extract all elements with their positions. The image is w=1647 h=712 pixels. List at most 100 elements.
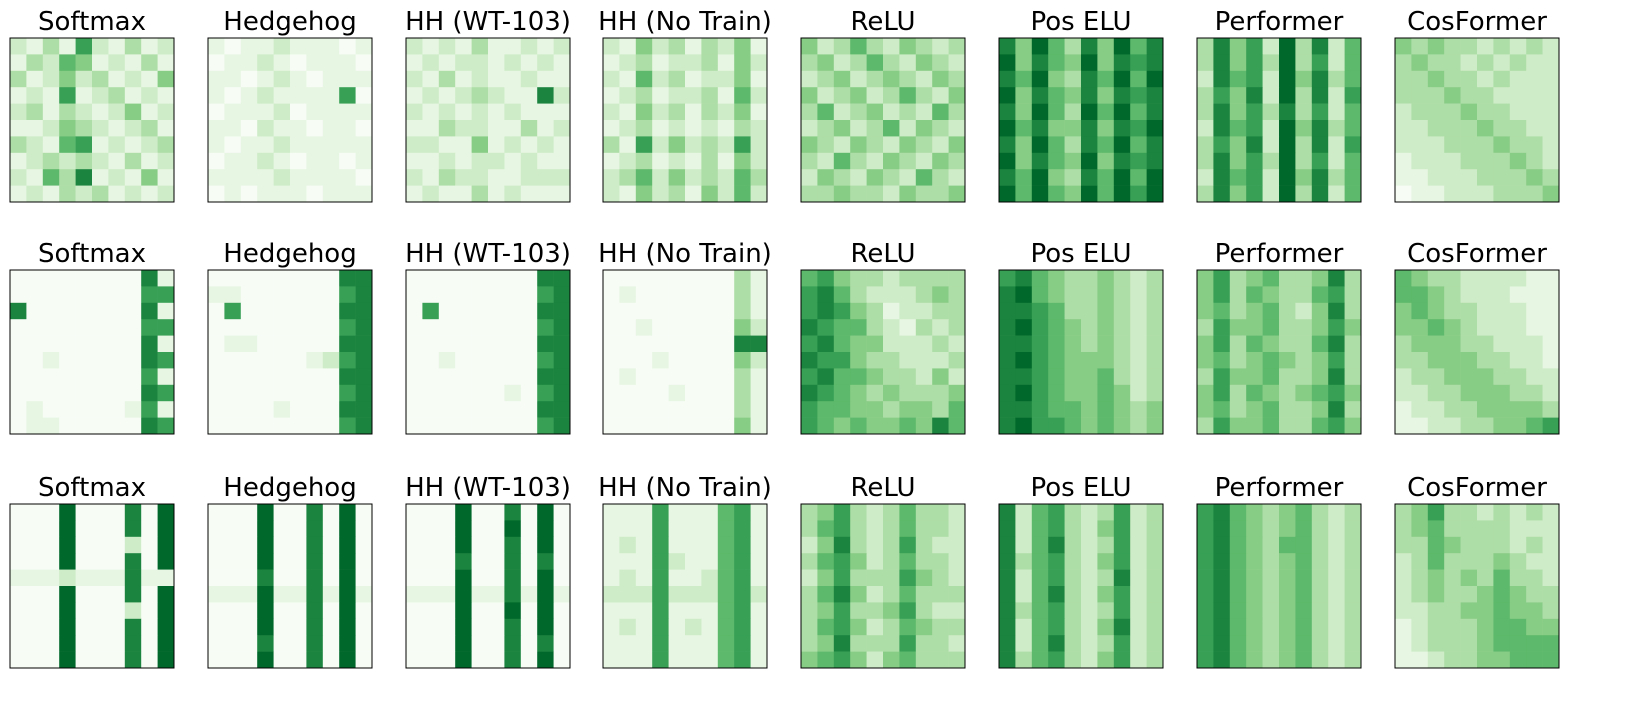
- heatmap-cell: [1493, 635, 1511, 652]
- heatmap-cell: [1395, 651, 1412, 669]
- heatmap-cell: [1113, 136, 1131, 154]
- heatmap-cell: [915, 169, 933, 186]
- heatmap-cell: [1031, 536, 1049, 554]
- heatmap-cell: [619, 169, 637, 186]
- heatmap-cell: [948, 520, 966, 538]
- heatmap-cell: [1411, 651, 1429, 669]
- heatmap-cell: [240, 401, 258, 418]
- heatmap-cell: [290, 569, 307, 587]
- heatmap-cell: [1427, 38, 1445, 55]
- heatmap-cell: [1460, 618, 1478, 636]
- heatmap-cell: [685, 335, 702, 353]
- heatmap-cell: [1279, 152, 1296, 170]
- heatmap-cell: [75, 103, 93, 121]
- heatmap-cell: [1031, 520, 1049, 538]
- heatmap-cell: [1113, 401, 1131, 418]
- heatmap-cell: [1444, 618, 1461, 636]
- heatmap-cell: [488, 120, 505, 137]
- heatmap-cell: [883, 169, 900, 186]
- heatmap-cell: [10, 651, 27, 669]
- heatmap-cell: [1344, 618, 1362, 636]
- heatmap-cell: [850, 553, 867, 570]
- heatmap-cell: [488, 54, 505, 72]
- heatmap-cell: [1295, 368, 1313, 386]
- heatmap-cell: [141, 136, 158, 154]
- heatmap-cell: [899, 536, 917, 554]
- heatmap-cell: [866, 635, 884, 652]
- heatmap-cell: [1097, 352, 1115, 369]
- heatmap-cell: [553, 417, 571, 435]
- heatmap-cell: [520, 618, 538, 636]
- heatmap-cell: [553, 54, 571, 72]
- heatmap-cell: [1460, 302, 1478, 320]
- heatmap-cell: [1081, 651, 1098, 669]
- heatmap-cell: [1526, 169, 1543, 186]
- heatmap-cell: [948, 553, 966, 570]
- heatmap-cell: [1146, 120, 1164, 137]
- heatmap-cell: [1295, 54, 1313, 72]
- heatmap-cell: [1411, 352, 1429, 369]
- heatmap-cell: [1097, 368, 1115, 386]
- heatmap-cell: [652, 103, 669, 121]
- heatmap-cell: [850, 136, 867, 154]
- heatmap-cell: [10, 185, 27, 203]
- heatmap-cell: [10, 569, 27, 587]
- heatmap-cell: [208, 569, 225, 587]
- heatmap-cell: [1279, 536, 1296, 554]
- heatmap-cell: [1526, 120, 1543, 137]
- heatmap-cell: [10, 352, 27, 369]
- heatmap-cell: [1197, 103, 1214, 121]
- heatmap-cell: [1328, 417, 1345, 435]
- heatmap-cell: [42, 602, 60, 620]
- heatmap-cell: [1411, 103, 1429, 121]
- heatmap-cell: [1048, 54, 1065, 72]
- panel-frame: [1394, 37, 1560, 203]
- heatmap-cell: [1197, 54, 1214, 72]
- heatmap-cell: [1097, 401, 1115, 418]
- heatmap-cell: [734, 70, 751, 88]
- heatmap-cell: [603, 152, 620, 170]
- heatmap-cell: [1229, 120, 1247, 137]
- heatmap-cell: [1311, 103, 1329, 121]
- heatmap-cell: [1411, 368, 1429, 386]
- heatmap-cell: [520, 520, 538, 538]
- heatmap-cell: [488, 401, 505, 418]
- heatmap-cell: [999, 602, 1016, 620]
- heatmap-cell: [603, 536, 620, 554]
- heatmap-cell: [1295, 504, 1313, 521]
- panel-title: Hedgehog: [223, 7, 356, 37]
- heatmap-cell: [157, 54, 175, 72]
- heatmap-cell: [1113, 520, 1131, 538]
- heatmap-cell: [1460, 70, 1478, 88]
- heatmap-cell: [1311, 302, 1329, 320]
- heatmap-cell: [10, 384, 27, 402]
- heatmap-cell: [717, 368, 735, 386]
- heatmap-cell: [1031, 384, 1049, 402]
- heatmap-cell: [801, 335, 818, 353]
- heatmap-cell: [1311, 70, 1329, 88]
- heatmap-cell: [1411, 553, 1429, 570]
- heatmap-cell: [1526, 401, 1543, 418]
- heatmap-cell: [1213, 635, 1231, 652]
- heatmap-cell: [1229, 335, 1247, 353]
- heatmap-cell: [603, 38, 620, 55]
- heatmap-cell: [1031, 103, 1049, 121]
- heatmap-cell: [1113, 536, 1131, 554]
- heatmap-cell: [1279, 417, 1296, 435]
- heatmap-cell: [717, 635, 735, 652]
- heatmap-cell: [1427, 586, 1445, 603]
- heatmap-cell: [92, 602, 109, 620]
- heatmap-cell: [1460, 185, 1478, 203]
- heatmap-cell: [1295, 618, 1313, 636]
- heatmap-cell: [471, 70, 489, 88]
- heatmap-cell: [932, 520, 949, 538]
- heatmap-cell: [488, 384, 505, 402]
- heatmap-cell: [553, 401, 571, 418]
- heatmap-cell: [717, 335, 735, 353]
- heatmap-cell: [701, 651, 719, 669]
- heatmap-cell: [619, 553, 637, 570]
- heatmap-cell: [224, 618, 242, 636]
- heatmap-cell: [92, 536, 109, 554]
- heatmap-cell: [157, 651, 175, 669]
- heatmap-cell: [1213, 352, 1231, 369]
